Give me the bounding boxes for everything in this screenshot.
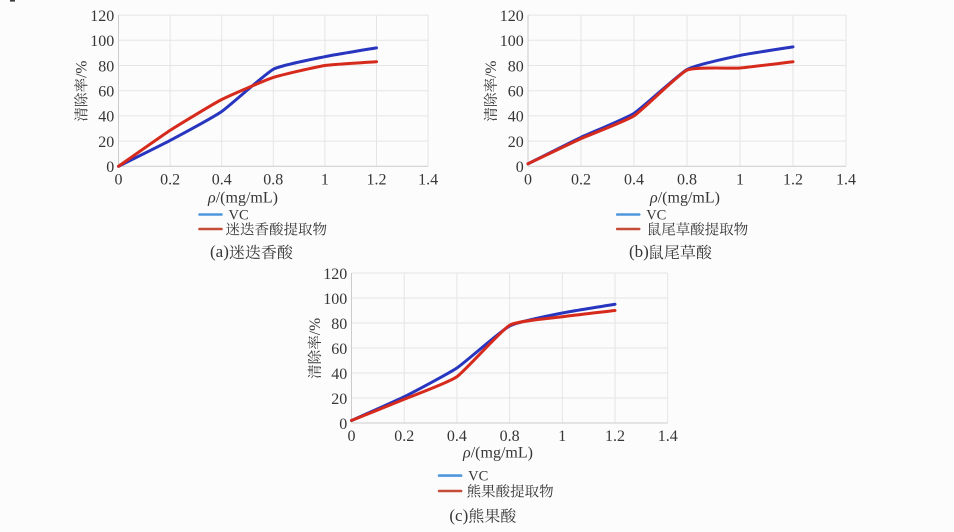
svg-text:20: 20: [508, 134, 524, 151]
svg-text:VC: VC: [229, 208, 249, 224]
svg-text:1: 1: [321, 171, 329, 188]
svg-text:ρ/(mg/mL): ρ/(mg/mL): [207, 190, 278, 207]
svg-text:1: 1: [558, 428, 566, 445]
svg-text:0.8: 0.8: [677, 171, 697, 188]
svg-text:0.4: 0.4: [212, 171, 232, 188]
svg-text:1.2: 1.2: [605, 428, 625, 445]
svg-text:1.2: 1.2: [367, 171, 387, 188]
svg-text:20: 20: [331, 391, 347, 408]
svg-text:1: 1: [736, 171, 744, 188]
svg-text:100: 100: [500, 33, 524, 50]
svg-text:VC: VC: [468, 469, 488, 485]
svg-text:0.4: 0.4: [624, 171, 644, 188]
svg-text:0: 0: [348, 428, 356, 445]
svg-text:60: 60: [98, 83, 114, 100]
svg-text:ρ/(mg/mL): ρ/(mg/mL): [649, 190, 720, 207]
svg-text:1.4: 1.4: [836, 171, 856, 188]
svg-text:VC: VC: [646, 208, 666, 224]
svg-text:40: 40: [98, 109, 114, 126]
svg-text:0.2: 0.2: [160, 171, 180, 188]
svg-text:60: 60: [508, 83, 524, 100]
svg-text:0: 0: [115, 171, 123, 188]
svg-text:0: 0: [524, 171, 532, 188]
svg-text:1.4: 1.4: [658, 428, 678, 445]
svg-text:120: 120: [323, 266, 347, 283]
svg-text:0.8: 0.8: [500, 428, 520, 445]
svg-text:100: 100: [323, 291, 347, 308]
svg-text:0: 0: [339, 416, 347, 433]
svg-text:/%: /%: [483, 61, 500, 78]
svg-text:0: 0: [516, 159, 524, 176]
svg-text:/%: /%: [73, 61, 90, 78]
svg-text:(c): (c): [449, 506, 468, 525]
svg-text:120: 120: [90, 8, 114, 25]
svg-text:0.2: 0.2: [571, 171, 591, 188]
svg-text:0.4: 0.4: [447, 428, 467, 445]
svg-text:1.2: 1.2: [783, 171, 803, 188]
svg-text:/%: /%: [307, 318, 324, 335]
svg-text:80: 80: [331, 316, 347, 333]
svg-text:40: 40: [508, 109, 524, 126]
svg-text:40: 40: [331, 366, 347, 383]
svg-text:60: 60: [331, 341, 347, 358]
svg-text:20: 20: [98, 134, 114, 151]
svg-text:(a): (a): [210, 242, 229, 261]
svg-text:80: 80: [98, 58, 114, 75]
svg-text:80: 80: [508, 58, 524, 75]
svg-text:0.2: 0.2: [394, 428, 414, 445]
svg-text:0.8: 0.8: [263, 171, 283, 188]
svg-text:120: 120: [500, 8, 524, 25]
svg-text:1.4: 1.4: [418, 171, 438, 188]
svg-text:0: 0: [106, 159, 114, 176]
svg-text:(b): (b): [629, 242, 649, 261]
svg-text:ρ/(mg/mL): ρ/(mg/mL): [462, 444, 533, 461]
svg-text:100: 100: [90, 33, 114, 50]
